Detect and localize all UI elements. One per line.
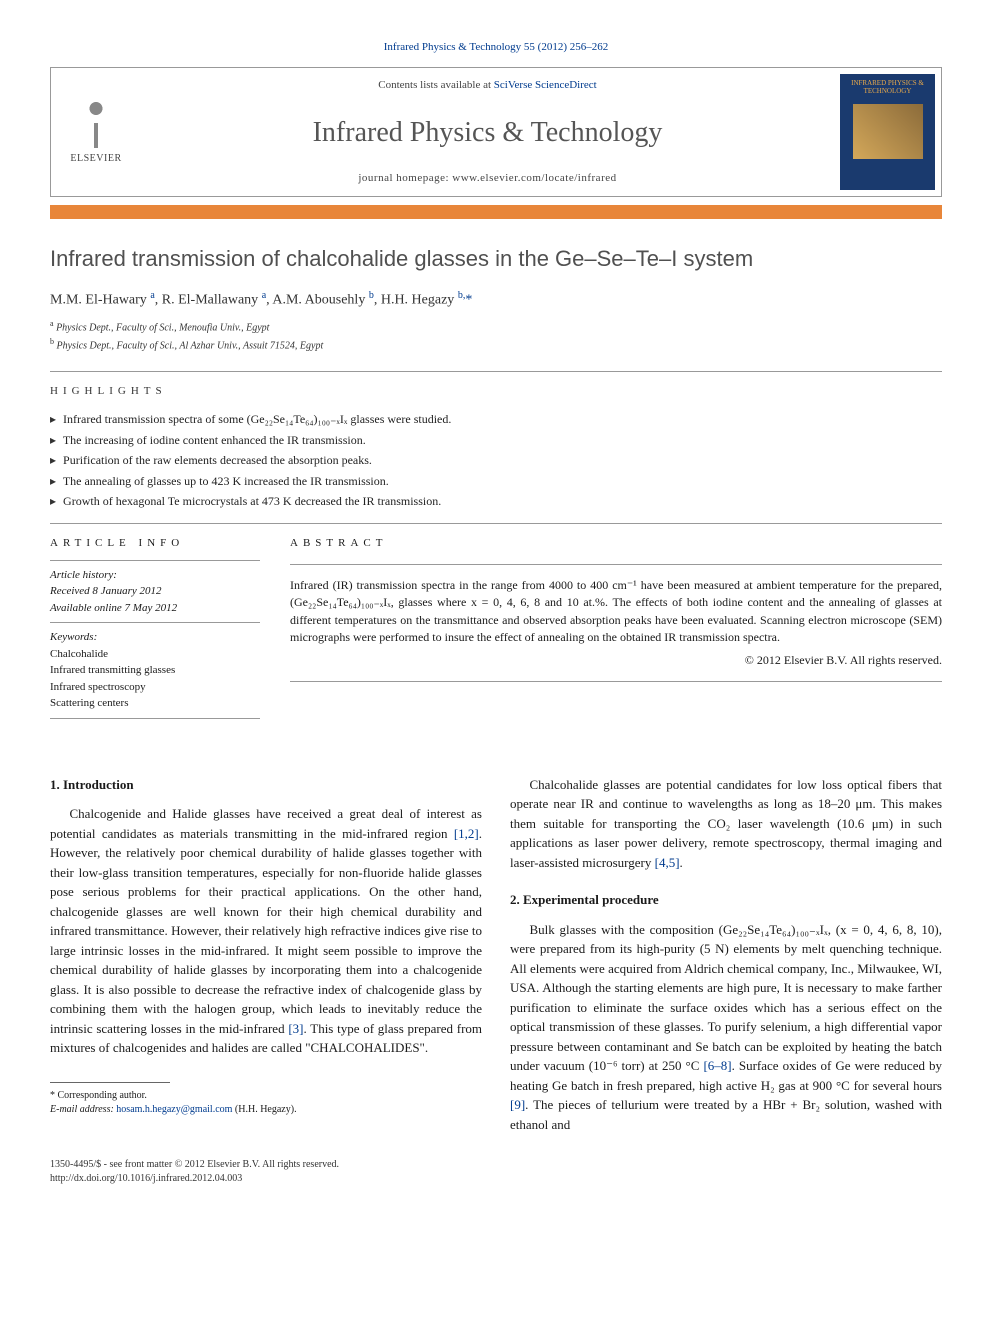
- affiliation-line: a Physics Dept., Faculty of Sci., Menouf…: [50, 318, 942, 335]
- keyword-item: Infrared transmitting glasses: [50, 662, 260, 679]
- footnote-separator: [50, 1082, 170, 1083]
- info-abstract-row: ARTICLE INFO Article history: Received 8…: [50, 536, 942, 724]
- history-header: Article history:: [50, 567, 260, 584]
- article-title: Infrared transmission of chalcohalide gl…: [50, 244, 942, 275]
- highlight-item: ▸ Infrared transmission spectra of some …: [50, 409, 942, 429]
- abstract-column: ABSTRACT Infrared (IR) transmission spec…: [290, 536, 942, 724]
- journal-homepage: journal homepage: www.elsevier.com/locat…: [358, 171, 616, 186]
- received-date: Received 8 January 2012: [50, 583, 260, 600]
- online-date: Available online 7 May 2012: [50, 600, 260, 617]
- top-citation: Infrared Physics & Technology 55 (2012) …: [50, 40, 942, 55]
- divider: [50, 523, 942, 524]
- publisher-logo: ELSEVIER: [51, 68, 141, 196]
- corr-email[interactable]: hosam.h.hegazy@gmail.com: [116, 1104, 232, 1115]
- keyword-item: Chalcohalide: [50, 646, 260, 663]
- cover-image-icon: [853, 104, 923, 159]
- elsevier-tree-icon: [71, 98, 121, 148]
- abstract-label: ABSTRACT: [290, 536, 942, 551]
- right-column: Chalcohalide glasses are potential candi…: [510, 775, 942, 1135]
- author-list: M.M. El-Hawary a, R. El-Mallawany a, A.M…: [50, 289, 942, 310]
- sciencedirect-link[interactable]: SciVerse ScienceDirect: [494, 79, 597, 91]
- highlights-list: ▸ Infrared transmission spectra of some …: [50, 409, 942, 511]
- section-1-heading: 1. Introduction: [50, 775, 482, 795]
- abstract-text: Infrared (IR) transmission spectra in th…: [290, 577, 942, 647]
- affiliation-list: a Physics Dept., Faculty of Sci., Menouf…: [50, 318, 942, 353]
- keyword-item: Infrared spectroscopy: [50, 679, 260, 696]
- email-suffix: (H.H. Hegazy).: [232, 1104, 296, 1115]
- homepage-prefix: journal homepage:: [358, 172, 452, 184]
- contents-line: Contents lists available at SciVerse Sci…: [378, 78, 596, 93]
- contents-prefix: Contents lists available at: [378, 79, 493, 91]
- journal-header-box: ELSEVIER Contents lists available at Sci…: [50, 67, 942, 197]
- intro-paragraph-1: Chalcogenide and Halide glasses have rec…: [50, 804, 482, 1058]
- page-footer: 1350-4495/$ - see front matter © 2012 El…: [50, 1158, 942, 1186]
- abstract-copyright: © 2012 Elsevier B.V. All rights reserved…: [290, 652, 942, 669]
- article-info-label: ARTICLE INFO: [50, 536, 260, 551]
- highlights-label: HIGHLIGHTS: [50, 384, 942, 399]
- divider: [50, 371, 942, 372]
- exp-paragraph-1: Bulk glasses with the composition (Ge₂₂S…: [510, 920, 942, 1135]
- header-center: Contents lists available at SciVerse Sci…: [141, 68, 834, 196]
- keywords-header: Keywords:: [50, 629, 260, 646]
- highlight-item: ▸ Growth of hexagonal Te microcrystals a…: [50, 491, 942, 511]
- highlight-item: ▸ The increasing of iodine content enhan…: [50, 430, 942, 450]
- left-column: 1. Introduction Chalcogenide and Halide …: [50, 775, 482, 1135]
- journal-cover-thumbnail: INFRARED PHYSICS & TECHNOLOGY: [840, 74, 935, 190]
- footer-left: 1350-4495/$ - see front matter © 2012 El…: [50, 1158, 339, 1186]
- orange-divider-bar: [50, 205, 942, 219]
- keywords-block: Keywords: ChalcohalideInfrared transmitt…: [50, 629, 260, 712]
- front-matter-line: 1350-4495/$ - see front matter © 2012 El…: [50, 1158, 339, 1172]
- article-info-column: ARTICLE INFO Article history: Received 8…: [50, 536, 260, 724]
- keyword-item: Scattering centers: [50, 695, 260, 712]
- highlight-item: ▸ Purification of the raw elements decre…: [50, 450, 942, 470]
- article-history: Article history: Received 8 January 2012…: [50, 567, 260, 617]
- page-container: Infrared Physics & Technology 55 (2012) …: [0, 0, 992, 1216]
- homepage-url: www.elsevier.com/locate/infrared: [452, 172, 616, 184]
- doi-line: http://dx.doi.org/10.1016/j.infrared.201…: [50, 1172, 339, 1186]
- highlight-item: ▸ The annealing of glasses up to 423 K i…: [50, 471, 942, 491]
- affiliation-line: b Physics Dept., Faculty of Sci., Al Azh…: [50, 336, 942, 353]
- section-2-heading: 2. Experimental procedure: [510, 890, 942, 910]
- body-two-column: 1. Introduction Chalcogenide and Halide …: [50, 775, 942, 1135]
- email-label: E-mail address:: [50, 1104, 116, 1115]
- publisher-name: ELSEVIER: [70, 152, 121, 166]
- cover-title: INFRARED PHYSICS & TECHNOLOGY: [844, 80, 931, 95]
- corr-author-line: * Corresponding author.: [50, 1089, 482, 1103]
- corresponding-author-footnote: * Corresponding author. E-mail address: …: [50, 1089, 482, 1117]
- journal-name: Infrared Physics & Technology: [313, 113, 663, 152]
- intro-paragraph-2: Chalcohalide glasses are potential candi…: [510, 775, 942, 873]
